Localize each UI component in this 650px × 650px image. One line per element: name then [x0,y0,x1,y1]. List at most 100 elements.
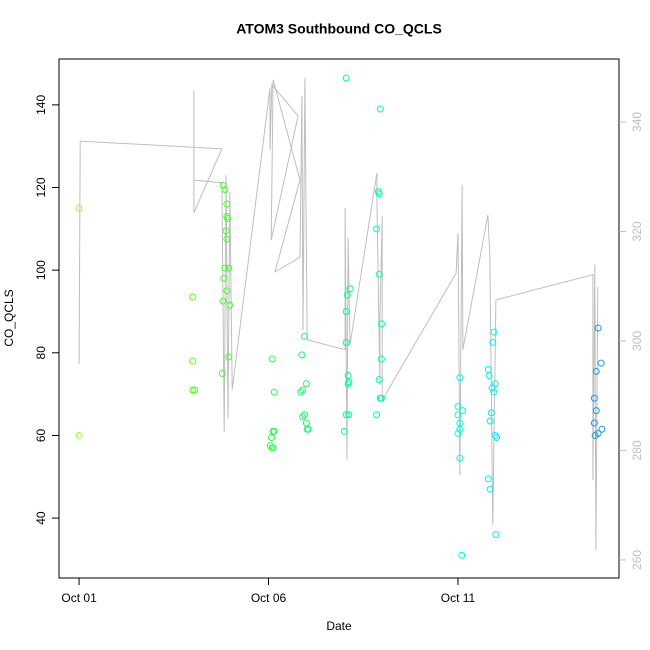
point [221,186,229,194]
y-tick-label: 120 [34,177,48,197]
point [225,353,233,361]
point [301,332,309,340]
point [268,434,276,442]
point [301,411,309,419]
line [78,78,599,551]
point [377,394,385,402]
y-tick-label: 60 [34,428,48,442]
point [493,434,501,442]
point [375,270,383,278]
point [270,427,278,435]
y-tick-label: 40 [34,511,48,525]
point [304,425,312,433]
point [592,367,600,375]
point [223,287,231,295]
chart-title: ATOM3 Southbound CO_QCLS [236,21,442,37]
y2-tick-label: 260 [630,550,644,570]
point [490,388,498,396]
point [486,485,494,493]
point [189,293,197,301]
point [591,431,599,439]
point [456,454,464,462]
point [592,407,600,415]
point [484,475,492,483]
point [459,407,467,415]
y2-tick-label: 320 [630,221,644,241]
point [297,388,305,396]
point [454,429,462,437]
point [456,425,464,433]
y2-tick-label: 280 [630,440,644,460]
point [454,411,462,419]
x-tick-label: Oct 11 [441,591,476,605]
point [598,425,606,433]
point [376,105,384,113]
plot-box [58,58,620,579]
point [489,338,497,346]
point [487,409,495,417]
point [298,351,306,359]
point [344,380,352,388]
y-tick-label: 140 [34,95,48,115]
point [590,394,598,402]
y2-tick-label: 300 [630,331,644,351]
point [590,419,598,427]
point [594,324,602,332]
point [269,444,277,452]
x-tick-label: Oct 06 [251,591,287,605]
point [224,215,232,223]
point [490,328,498,336]
point [458,551,466,559]
point [270,388,278,396]
point [375,190,383,198]
point [299,413,307,421]
y-tick-label: 100 [34,260,48,280]
point [222,227,230,235]
point [189,357,197,365]
point [223,200,231,208]
point [488,384,496,392]
point [221,264,229,272]
y-tick-label: 80 [34,346,48,360]
point [373,411,381,419]
point [377,320,385,328]
point [219,297,227,305]
point [375,376,383,384]
point [75,431,83,439]
point [345,411,353,419]
point [486,417,494,425]
point [377,355,385,363]
point [491,431,499,439]
point [454,403,462,411]
point [225,264,233,272]
x-tick-label: Oct 01 [61,591,97,605]
point [342,338,350,346]
point [75,204,83,212]
point [342,74,350,82]
y2-tick-label: 340 [630,112,644,132]
point [346,285,354,293]
point [268,355,276,363]
point [189,386,197,394]
point [492,531,500,539]
point [299,386,307,394]
point [218,369,226,377]
point [226,301,234,309]
y-axis-label: CO_QCLS [2,289,16,346]
point [597,359,605,367]
point [340,427,348,435]
point [302,380,310,388]
x-axis-label: Date [326,619,352,633]
point [223,235,231,243]
point [220,274,228,282]
point [456,374,464,382]
point [342,411,350,419]
point [485,372,493,380]
point [191,386,199,394]
point [373,225,381,233]
point [343,291,351,299]
point [342,307,350,315]
point [219,181,227,189]
